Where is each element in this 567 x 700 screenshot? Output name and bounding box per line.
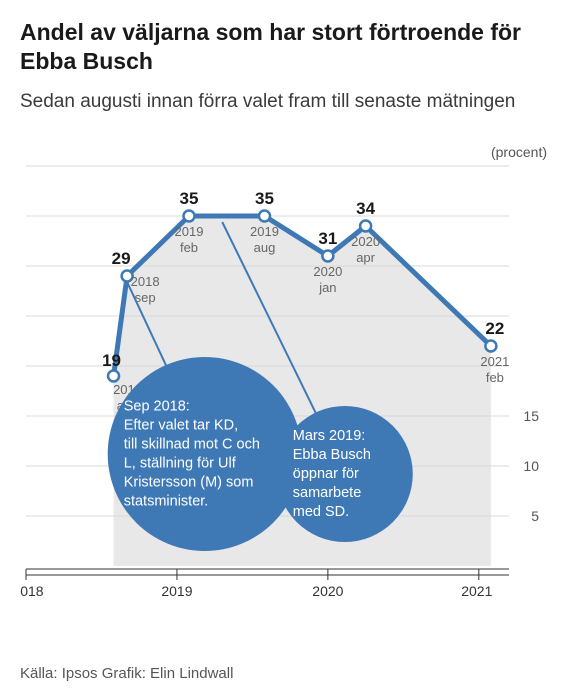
svg-text:15: 15	[523, 408, 539, 424]
svg-text:5: 5	[531, 508, 539, 524]
svg-text:2020: 2020	[351, 234, 380, 249]
svg-text:aug: aug	[254, 240, 276, 255]
svg-text:34: 34	[356, 199, 375, 218]
source-text: Källa: Ipsos Grafik: Elin Lindwall	[20, 665, 233, 682]
svg-text:29: 29	[112, 249, 131, 268]
svg-text:med SD.: med SD.	[293, 504, 349, 520]
svg-text:2019: 2019	[250, 224, 279, 239]
svg-text:feb: feb	[180, 240, 198, 255]
svg-text:L, ställning för Ulf: L, ställning för Ulf	[124, 456, 237, 472]
svg-text:till skillnad mot C och: till skillnad mot C och	[124, 437, 260, 453]
svg-text:2020: 2020	[312, 583, 343, 599]
chart-title: Andel av väljarna som har stort förtroen…	[20, 18, 547, 76]
svg-text:feb: feb	[486, 370, 504, 385]
unit-label: (procent)	[491, 144, 547, 160]
chart-area: (procent) 51015192018aug292018sep352019f…	[20, 144, 547, 604]
svg-text:2021: 2021	[461, 583, 492, 599]
svg-text:10: 10	[523, 458, 539, 474]
svg-text:jan: jan	[318, 280, 336, 295]
svg-text:2018: 2018	[131, 274, 160, 289]
svg-text:2018: 2018	[20, 583, 44, 599]
svg-text:35: 35	[255, 189, 274, 208]
svg-text:Efter valet tar KD,: Efter valet tar KD,	[124, 418, 238, 434]
svg-text:Kristersson (M) som: Kristersson (M) som	[124, 475, 254, 491]
svg-text:Mars 2019:: Mars 2019:	[293, 428, 366, 444]
line-chart: 51015192018aug292018sep352019feb352019au…	[20, 144, 547, 604]
svg-text:öppnar för: öppnar för	[293, 466, 359, 482]
svg-text:19: 19	[102, 351, 121, 370]
svg-text:2019: 2019	[175, 224, 204, 239]
svg-text:2019: 2019	[161, 583, 192, 599]
svg-text:statsminister.: statsminister.	[124, 494, 209, 510]
svg-text:2020: 2020	[313, 264, 342, 279]
svg-text:samarbete: samarbete	[293, 485, 362, 501]
svg-text:apr: apr	[356, 250, 375, 265]
svg-text:Ebba Busch: Ebba Busch	[293, 447, 371, 463]
svg-text:35: 35	[180, 189, 199, 208]
svg-text:Sep 2018:: Sep 2018:	[124, 399, 190, 415]
svg-text:22: 22	[485, 319, 504, 338]
svg-text:2021: 2021	[480, 354, 509, 369]
svg-text:31: 31	[318, 229, 337, 248]
chart-subtitle: Sedan augusti innan förra valet fram til…	[20, 90, 547, 115]
